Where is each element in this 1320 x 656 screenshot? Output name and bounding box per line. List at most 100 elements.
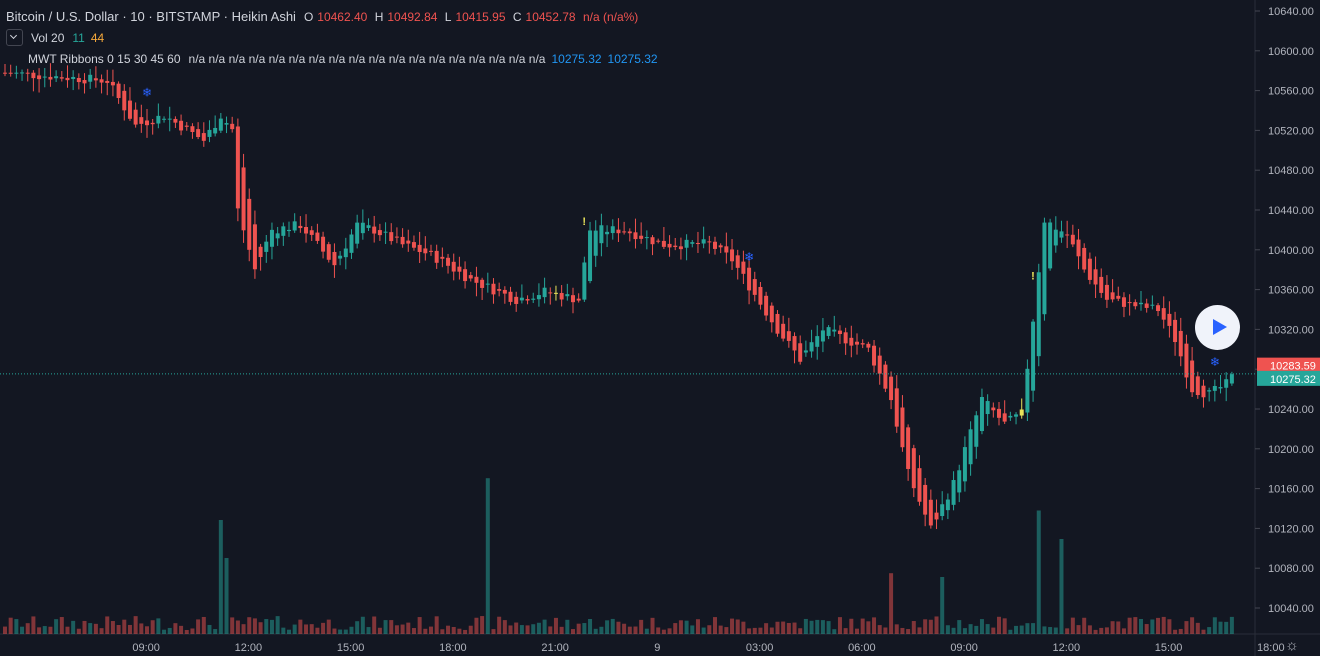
volume-bar [724,627,729,634]
volume-bar [531,624,536,634]
settings-gear-icon[interactable]: ☼ [1285,637,1299,654]
y-tick-label: 10440.00 [1268,205,1314,217]
candle-body [866,343,871,348]
candle-body [906,427,911,469]
candle-body [139,117,144,124]
candle-body [815,336,820,347]
candle-body [247,198,252,250]
volume-bar [54,619,59,634]
candle-body [1019,409,1024,416]
volume-bar [1014,625,1019,634]
volume-bar [207,624,212,634]
current-price-tag: 10275.32 [1270,374,1316,386]
candle-body [269,229,274,247]
volume-bar [1201,629,1206,634]
volume-bar [446,625,451,634]
volume-bar [599,626,604,634]
volume-bar [332,628,337,634]
volume-bar [457,628,462,634]
x-tick-label: 15:00 [1155,642,1183,654]
volume-bar [633,626,638,634]
candle-body [951,480,956,505]
candle-body [451,261,456,272]
candle-body [923,484,928,515]
volume-bar [1099,627,1104,634]
candle-body [37,75,42,80]
candle-body [25,72,30,74]
candle-body [173,118,178,123]
candle-body [508,291,513,302]
candle-body [610,226,615,234]
volume-bar [769,627,774,634]
candle-body [1150,304,1155,306]
candle-body [894,388,899,427]
volume-bar [1042,626,1047,634]
candle-body [292,221,297,231]
candle-body [133,109,138,125]
volume-bar [644,628,649,634]
candle-body [468,275,473,279]
volume-indicator-label[interactable]: Vol 20 [31,30,65,45]
ribbons-indicator-label[interactable]: MWT Ribbons 0 15 30 45 60 [28,51,181,66]
candle-body [417,244,422,253]
volume-bar [656,627,661,634]
volume-bar [133,616,138,634]
candle-body [1076,239,1081,257]
volume-bar [48,626,53,634]
volume-bar [258,622,263,634]
volume-bar [718,625,723,634]
volume-bar [616,621,621,634]
candle-body [667,243,672,248]
candle-body [786,331,791,341]
candle-body [99,79,104,83]
candle-body [218,118,223,131]
candle-body [1036,272,1041,357]
play-icon[interactable] [1195,305,1240,350]
candle-body [940,504,945,517]
ribbons-na-values: n/a n/a n/a n/a n/a n/a n/a n/a n/a n/a … [188,51,546,66]
candle-body [650,237,655,245]
candle-body [1087,258,1092,280]
candle-body [31,72,36,79]
symbol-title[interactable]: Bitcoin / U.S. Dollar · 10 · BITSTAMP · … [6,8,296,24]
candle-body [1190,360,1195,393]
volume-bar [434,616,439,634]
candle-body [1042,222,1047,315]
volume-bar [639,619,644,634]
collapse-chevron-icon[interactable] [6,29,23,46]
volume-bar [14,619,19,634]
candle-body [429,250,433,252]
volume-bar [962,628,967,634]
candle-body [928,499,933,526]
candle-body [559,292,564,300]
volume-bar [940,577,945,634]
candle-body [724,246,729,253]
x-tick-label: 09:00 [132,642,160,654]
volume-bar [1031,623,1036,634]
candle-body [1173,319,1178,343]
candle-body [1127,302,1132,304]
candle-body [832,329,837,332]
candle-body [377,230,382,236]
volume-bar [156,618,161,634]
candle-body [934,512,939,520]
volume-bar [559,626,564,634]
x-tick-label: 06:00 [848,642,876,654]
candle-body [872,345,877,366]
candle-body [917,468,922,502]
candle-body [855,341,859,345]
volume-bar [59,617,64,634]
candle-body [162,118,167,120]
candle-body [71,76,76,80]
candle-body [105,80,110,83]
candle-body [321,236,326,252]
volume-bar [713,617,717,634]
volume-bar [781,621,786,634]
exclamation-marker-icon: ! [1031,271,1035,283]
candle-body [968,429,973,465]
volume-bar [429,626,433,634]
candle-body [985,401,990,415]
volume-bar [1161,616,1166,634]
candle-body [360,222,365,234]
